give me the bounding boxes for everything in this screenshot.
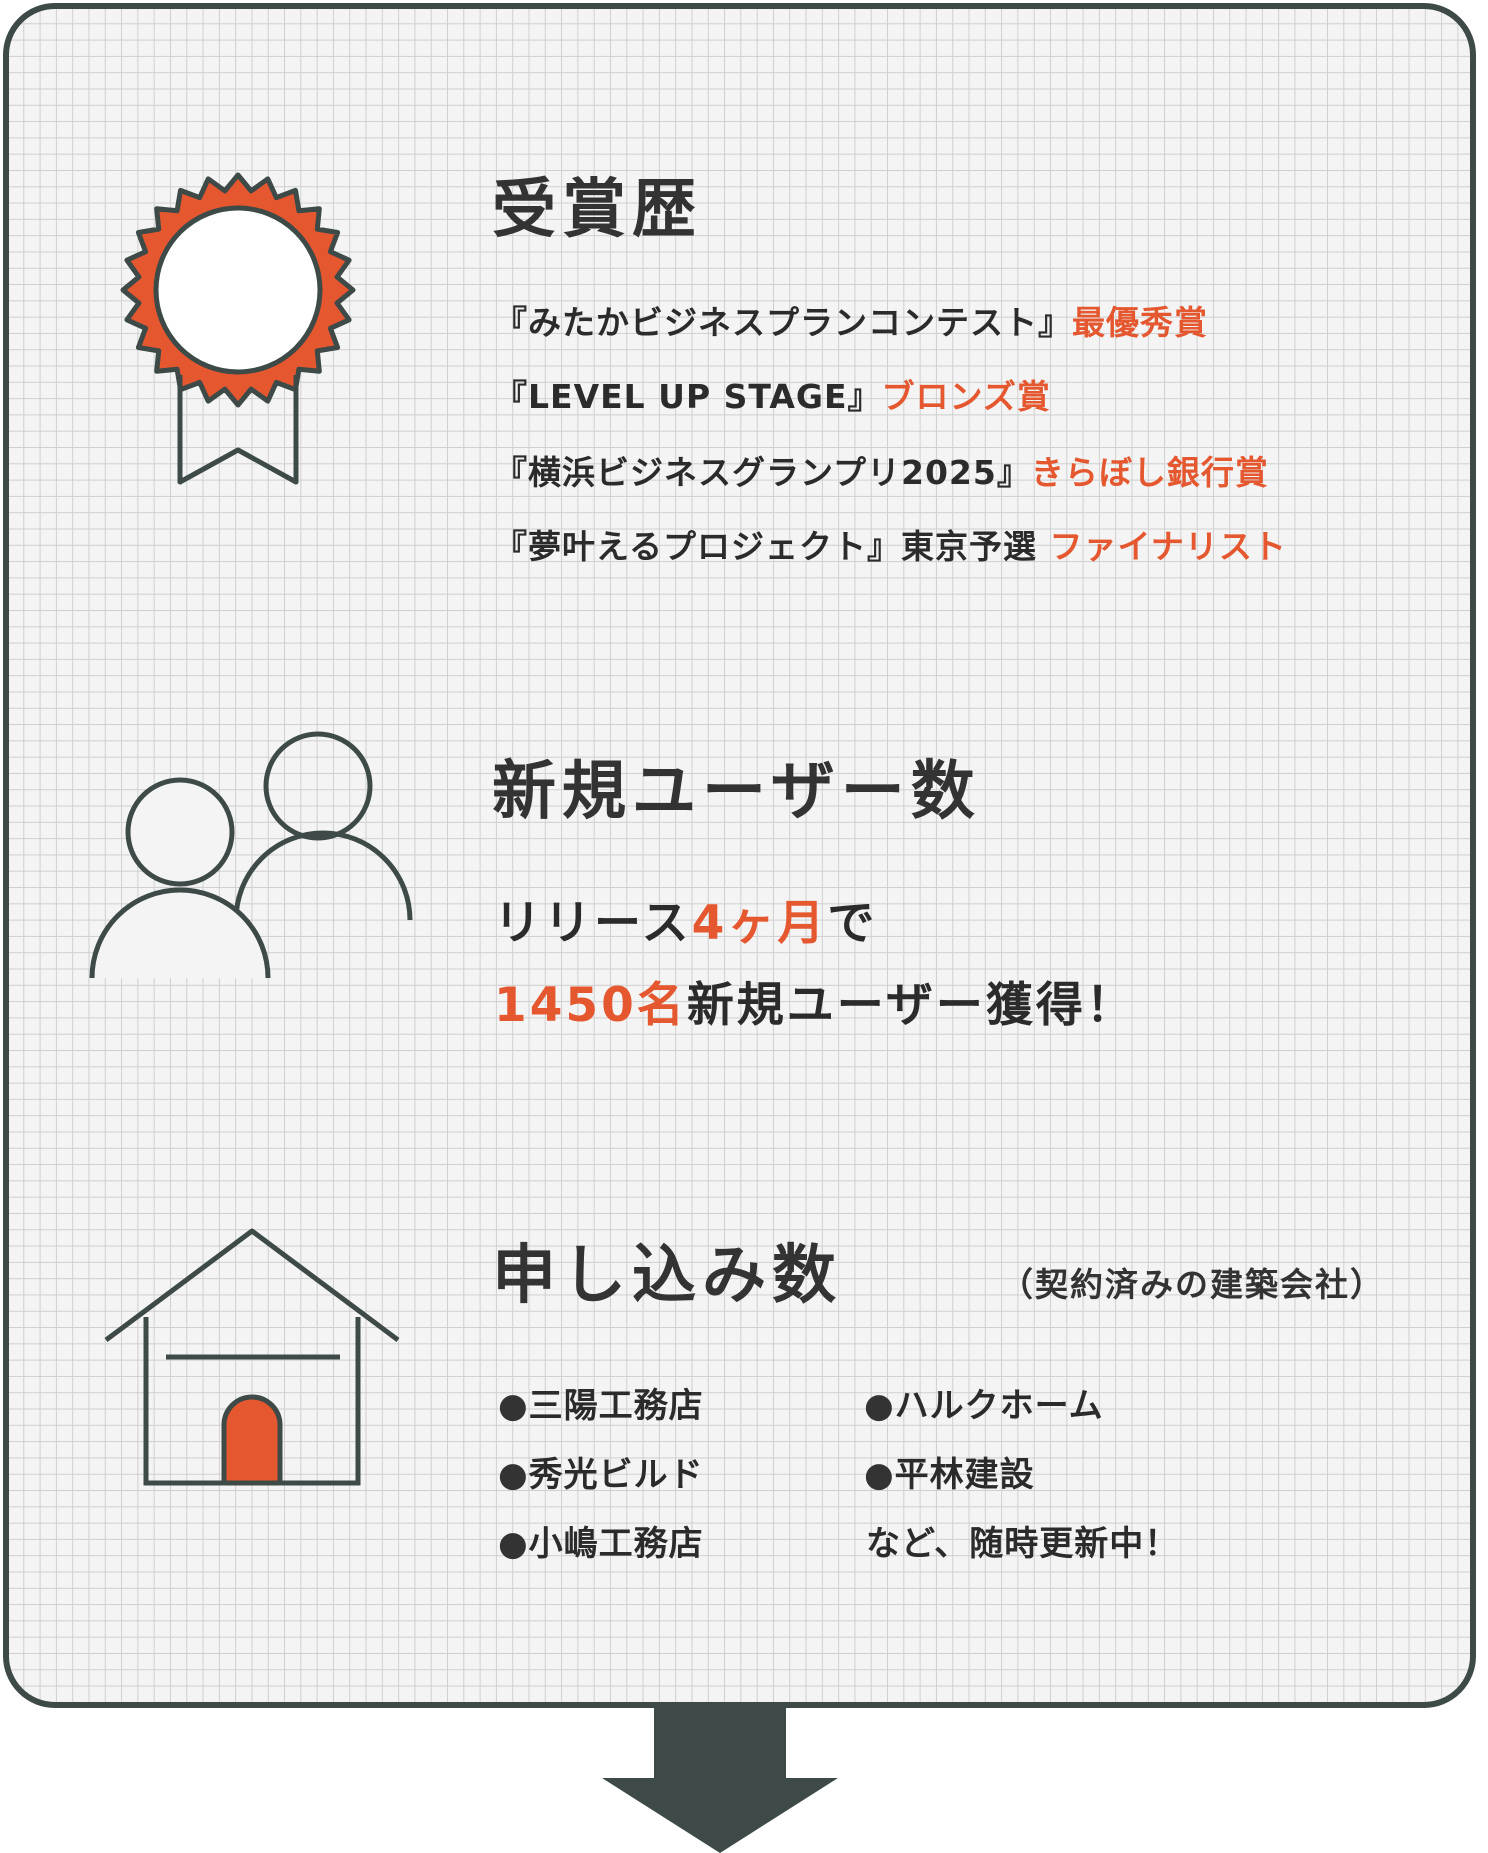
awards-title: 受賞歴 (492, 173, 702, 247)
award-line-4: 『夢叶えるプロジェクト』東京予選 ファイナリスト (494, 520, 1287, 568)
users-icon (89, 731, 413, 979)
company-name: ハルクホーム (894, 1386, 1104, 1426)
company-item: ●三陽工務店 (498, 1378, 704, 1427)
house-icon (104, 1228, 400, 1486)
award-line-1: 『みたかビジネスプランコンテスト』最優秀賞 (494, 296, 1208, 344)
company-item: ●平林建設 (864, 1447, 1035, 1496)
award-name: 『みたかビジネスプランコンテスト』 (494, 303, 1072, 342)
users-count: 1450名 (494, 978, 687, 1033)
users-line-2: 1450名新規ユーザー獲得！ (494, 966, 1136, 1035)
company-item: ●秀光ビルド (498, 1447, 704, 1496)
bullet-icon: ● (864, 1455, 895, 1495)
award-line-3: 『横浜ビジネスグランプリ2025』きらぼし銀行賞 (494, 446, 1269, 494)
applications-footer: など、随時更新中！ (866, 1524, 1180, 1564)
bullet-icon: ● (864, 1386, 895, 1426)
award-prize: きらぼし銀行賞 (1030, 453, 1269, 492)
award-name: 『横浜ビジネスグランプリ2025』 (494, 453, 1031, 492)
users-period-suffix: で (827, 896, 878, 951)
down-arrow-icon (602, 1708, 838, 1853)
award-prize: ブロンズ賞 (881, 377, 1051, 416)
bullet-icon: ● (498, 1524, 529, 1564)
users-period-prefix: リリース (494, 896, 692, 951)
company-name: 秀光ビルド (528, 1455, 704, 1495)
bullet-icon: ● (498, 1386, 529, 1426)
award-prize: ファイナリスト (1049, 527, 1287, 566)
bullet-icon: ● (498, 1455, 529, 1495)
users-title: 新規ユーザー数 (492, 755, 981, 829)
award-rosette-icon (120, 172, 356, 485)
award-name: 『LEVEL UP STAGE』 (494, 377, 882, 416)
award-name: 『夢叶えるプロジェクト』東京予選 (494, 527, 1050, 566)
users-period: 4ヶ月 (691, 896, 828, 951)
award-prize: 最優秀賞 (1072, 303, 1208, 342)
users-line-1: リリース4ヶ月で (494, 884, 877, 953)
company-item: ●小嶋工務店 (498, 1516, 704, 1565)
company-name: 三陽工務店 (528, 1386, 704, 1426)
company-name: 平林建設 (894, 1455, 1035, 1495)
applications-title: 申し込み数 (492, 1239, 842, 1313)
company-item: ●ハルクホーム (864, 1378, 1104, 1427)
award-line-2: 『LEVEL UP STAGE』ブロンズ賞 (494, 370, 1051, 418)
company-name: 小嶋工務店 (528, 1524, 704, 1564)
applications-subtitle: （契約済みの建築会社） (1000, 1265, 1385, 1304)
users-count-suffix: 新規ユーザー獲得！ (686, 978, 1136, 1033)
